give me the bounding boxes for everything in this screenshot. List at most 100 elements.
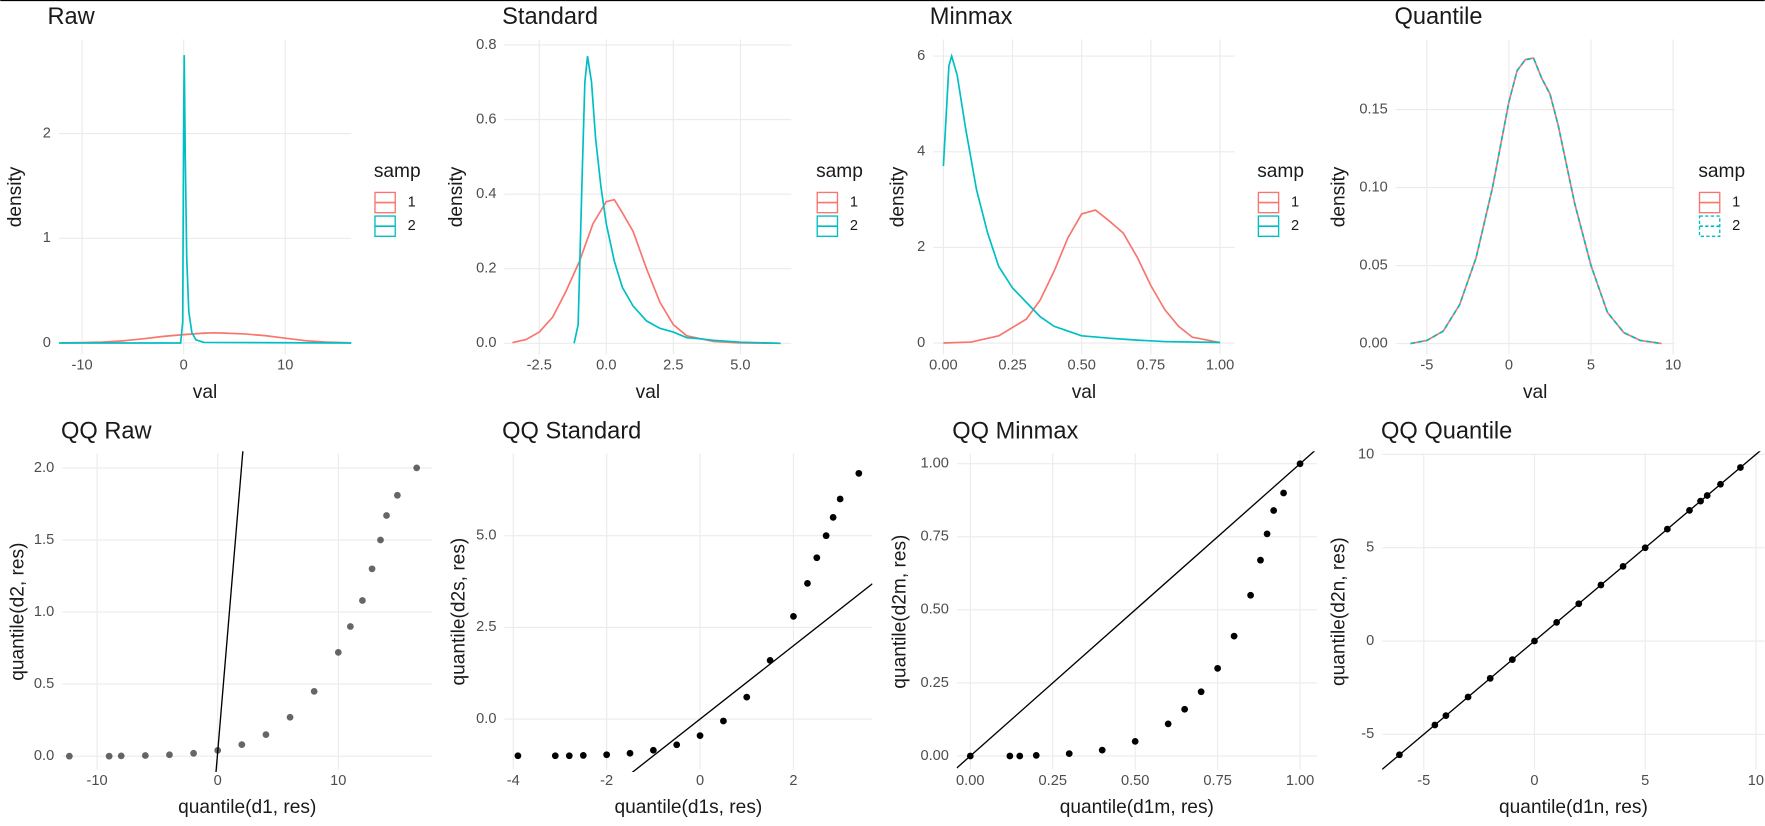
qq-point — [334, 649, 342, 656]
y-axis-label: density — [5, 166, 26, 227]
qq-point — [1016, 752, 1024, 760]
qq-point — [310, 687, 318, 695]
x-tick-label: 10 — [330, 773, 346, 789]
y-tick-label: 0.2 — [476, 261, 496, 277]
qq-point — [626, 749, 634, 757]
qq-point — [1280, 489, 1287, 497]
x-tick-label: 0.75 — [1203, 773, 1231, 789]
y-tick-label: 0.0 — [34, 748, 54, 764]
x-axis-label: quantile(d1m, res) — [1060, 797, 1214, 818]
x-tick-label: 0 — [696, 773, 704, 789]
qq-point — [696, 732, 704, 739]
x-axis-label: quantile(d1s, res) — [614, 797, 762, 818]
x-tick-label: 5.0 — [730, 358, 750, 374]
y-tick-label: 5 — [1366, 540, 1374, 556]
qq-point — [262, 731, 270, 738]
qq-point — [514, 752, 522, 760]
x-tick-label: -5 — [1417, 773, 1430, 789]
x-tick-label: 0.00 — [929, 358, 957, 374]
y-tick-label: 0 — [917, 335, 925, 351]
y-axis-label: density — [887, 166, 908, 227]
plot-area — [504, 39, 792, 355]
panel: 0.00 0.25 0.50 0.75 1.00 0.00 0.25 0.50 0.75 1.00… — [890, 418, 1317, 818]
y-tick-label: 10 — [1358, 446, 1374, 462]
x-axis-label: quantile(d1n, res) — [1499, 797, 1648, 818]
qq-point — [836, 495, 844, 503]
qq-point — [649, 746, 657, 754]
qq-point — [1270, 507, 1278, 514]
y-tick-label: 0.25 — [920, 675, 948, 691]
plot-area — [1382, 451, 1765, 770]
qq-point — [1703, 492, 1711, 499]
legend-label: 1 — [408, 194, 416, 210]
qq-point — [1032, 752, 1040, 759]
qq-point — [822, 532, 830, 540]
qq-point — [766, 657, 774, 664]
panel: -2.5 0.0 2.5 5.0 0.0 0.2 0.4 0.6 0.8 Standard val d… — [446, 4, 863, 403]
plot-area — [1395, 39, 1675, 355]
y-tick-label: 2 — [43, 125, 51, 141]
panel-title: QQ Standard — [502, 418, 641, 444]
y-tick-label: 5.0 — [476, 528, 496, 544]
qq-point — [190, 749, 197, 757]
legend-label: 1 — [1732, 194, 1740, 210]
qq-point — [214, 747, 222, 754]
panel: -5 0 5 10 0.00 0.05 0.10 0.15 Quantile val density… — [1328, 4, 1745, 403]
y-tick-label: 1.0 — [34, 604, 54, 620]
y-tick-label: 0.0 — [476, 335, 496, 351]
y-tick-label: 2 — [917, 239, 925, 255]
density-line — [942, 53, 1221, 344]
plot-area — [504, 453, 873, 772]
qq-point — [1164, 720, 1172, 728]
y-axis-label: quantile(d2n, res) — [1328, 537, 1349, 686]
y-tick-label: 0.4 — [476, 186, 496, 202]
density-line — [573, 56, 781, 345]
x-tick-label: 0.0 — [596, 358, 616, 374]
density-line — [58, 55, 352, 344]
x-tick-label: 0.50 — [1068, 358, 1096, 374]
x-tick-label: -5 — [1420, 358, 1433, 374]
qq-point — [346, 623, 354, 630]
y-tick-label: 0.8 — [476, 37, 496, 53]
y-axis-label: quantile(d2m, res) — [890, 535, 911, 689]
qq-point — [813, 554, 821, 562]
x-tick-label: 0.75 — [1137, 358, 1165, 374]
qq-point — [166, 751, 173, 759]
qq-point — [855, 469, 863, 477]
qq-point — [1597, 581, 1605, 589]
qq-point — [1247, 591, 1254, 599]
qq-point — [413, 464, 421, 472]
x-tick-label: -10 — [87, 773, 108, 789]
qq-point — [565, 752, 573, 760]
qq-point — [394, 491, 401, 499]
qq-point — [105, 752, 113, 760]
qq-point — [1006, 752, 1014, 760]
x-tick-label: 2 — [789, 773, 797, 789]
panel: -10 0 10 0.0 0.5 1.0 1.5 2.0 QQ Raw quantile(d1, … — [7, 418, 433, 818]
x-axis-label: val — [1523, 382, 1547, 403]
y-tick-label: 0.5 — [34, 676, 54, 692]
panel-title: QQ Raw — [61, 418, 153, 444]
x-tick-label: 5 — [1587, 358, 1595, 374]
y-tick-label: 0.05 — [1359, 257, 1387, 273]
y-tick-label: 6 — [917, 48, 925, 64]
qq-point — [743, 693, 751, 701]
panel-title: QQ Quantile — [1381, 418, 1512, 444]
y-tick-label: 0.00 — [920, 748, 948, 764]
qq-point — [1131, 738, 1139, 745]
x-axis-label: quantile(d1, res) — [178, 797, 316, 818]
y-axis-label: density — [1328, 166, 1349, 227]
qq-point — [1553, 618, 1561, 626]
qq-point — [368, 565, 376, 573]
qq-point — [1098, 746, 1106, 754]
legend-title: samp — [374, 161, 421, 182]
qq-point — [1737, 464, 1744, 471]
legend-label: 2 — [408, 218, 416, 234]
x-tick-label: 0 — [214, 773, 222, 789]
x-tick-label: -10 — [72, 358, 93, 374]
panel: -4 -2 0 2 0.0 2.5 5.0 QQ Standard quantile(d1s, … — [448, 418, 873, 818]
qq-point — [1508, 656, 1516, 664]
y-tick-label: 0.75 — [920, 529, 948, 545]
x-tick-label: 0.25 — [998, 358, 1026, 374]
y-tick-label: 0 — [1366, 633, 1374, 649]
